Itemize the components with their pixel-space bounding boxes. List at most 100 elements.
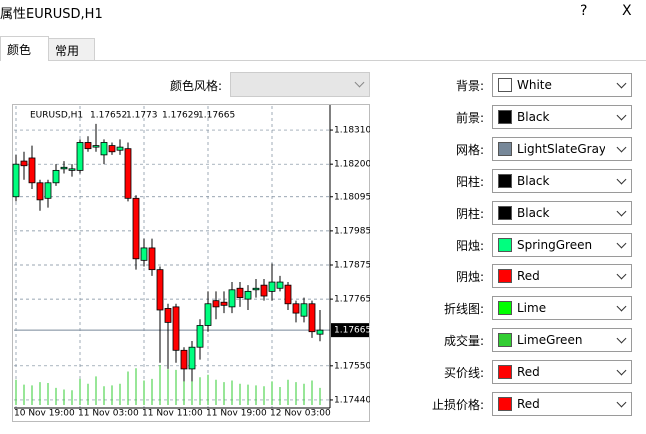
color-combo[interactable]: Red xyxy=(492,392,632,416)
x-tick-label: 11 Nov 03:00 xyxy=(78,409,139,419)
candle-body xyxy=(132,197,140,260)
candle-body xyxy=(12,163,20,198)
color-combo[interactable]: SpringGreen xyxy=(492,232,632,257)
tab-label: 颜色 xyxy=(7,43,32,57)
color-combo[interactable]: Red xyxy=(492,360,632,385)
color-combo[interactable]: Red xyxy=(492,264,632,289)
candle-body xyxy=(268,281,276,292)
setting-label: 阳柱: xyxy=(455,174,484,189)
color-combo[interactable]: Lime xyxy=(492,296,632,321)
last-price-box xyxy=(331,323,369,338)
style-label: 颜色风格: xyxy=(170,79,223,93)
candle-body xyxy=(116,146,124,151)
candle-body xyxy=(124,148,132,199)
color-swatch xyxy=(498,141,512,156)
candle-body xyxy=(212,300,220,308)
tab-active[interactable]: 颜色 xyxy=(0,36,49,61)
color-name: White xyxy=(517,78,552,92)
candle-body xyxy=(196,325,204,348)
candle-body xyxy=(52,169,60,184)
candle-body xyxy=(284,284,292,305)
color-swatch xyxy=(498,301,512,316)
candle-body xyxy=(316,329,324,335)
dropdown-arrow xyxy=(616,142,627,153)
candle-body xyxy=(276,281,284,289)
preview-chart: 1.18310 1.18200 1.18095 1.17985 1.17875 1.177… xyxy=(12,105,370,421)
candle-body xyxy=(156,269,164,311)
y-tick-label: 1.17550 xyxy=(334,361,370,371)
y-tick-label: 1.17765 xyxy=(334,295,370,305)
help-button[interactable]: ? xyxy=(580,3,588,19)
candle-body xyxy=(140,247,148,261)
dropdown-arrow xyxy=(616,365,627,376)
candle-body xyxy=(108,145,116,153)
color-name: Black xyxy=(517,205,550,220)
candle-body xyxy=(236,287,244,298)
color-combo[interactable]: LightSlateGray xyxy=(492,136,632,161)
color-swatch xyxy=(498,269,512,284)
color-name: LimeGreen xyxy=(517,333,583,348)
color-combo[interactable]: White xyxy=(492,73,632,97)
candle-body xyxy=(44,182,52,199)
color-swatch xyxy=(498,78,512,92)
candle-body xyxy=(172,306,180,351)
color-name: Red xyxy=(517,269,540,284)
color-name: Red xyxy=(517,397,540,411)
y-tick-label: 1.17440 xyxy=(334,395,370,405)
ohlc-value: 1.17665 xyxy=(198,111,235,121)
setting-label: 网格: xyxy=(455,142,484,157)
setting-label: 阴烛: xyxy=(455,270,484,285)
setting-label: 前景: xyxy=(455,110,484,125)
chart-background xyxy=(13,105,369,421)
color-swatch xyxy=(498,109,512,124)
candle-body xyxy=(76,142,84,171)
color-combo[interactable]: Black xyxy=(492,200,632,225)
setting-label: 买价线: xyxy=(443,366,484,381)
ohlc-value: 1.17629 xyxy=(162,111,199,121)
setting-label: 止损价格: xyxy=(431,398,484,412)
candle-body xyxy=(92,145,100,148)
color-swatch xyxy=(498,333,512,348)
candle-body xyxy=(300,303,308,317)
ohlc-value: 1.17652 xyxy=(90,111,127,121)
dropdown-arrow xyxy=(616,110,627,121)
window-title: 属性EURUSD,H1 xyxy=(0,7,103,22)
candle-body xyxy=(188,346,196,370)
close-button[interactable]: X xyxy=(622,3,632,19)
candle-body xyxy=(252,287,260,291)
setting-label: 背景: xyxy=(455,79,484,93)
candle-body xyxy=(180,349,188,370)
setting-label: 折线图: xyxy=(443,302,484,317)
color-swatch xyxy=(498,365,512,380)
last-price-label: 1.17665 xyxy=(334,326,370,336)
dropdown-arrow xyxy=(616,301,627,312)
color-swatch xyxy=(498,173,512,188)
y-tick-label: 1.18310 xyxy=(334,126,370,136)
color-combo[interactable]: LimeGreen xyxy=(492,328,632,353)
chart-symbol: EURUSD,H1 xyxy=(30,111,83,121)
tab[interactable]: 常用 xyxy=(48,38,95,61)
candle-body xyxy=(100,142,108,156)
candle-body xyxy=(28,157,36,184)
dropdown-arrow xyxy=(616,238,627,248)
candle-body xyxy=(308,303,316,333)
x-tick-label: 11 Nov 11:00 xyxy=(142,409,203,419)
candle-body xyxy=(36,182,44,201)
style-combo[interactable] xyxy=(230,72,370,97)
color-swatch xyxy=(498,205,512,220)
dropdown-arrow xyxy=(616,174,627,185)
candle-body xyxy=(84,142,92,150)
color-name: Lime xyxy=(517,301,547,316)
x-tick-label: 12 Nov 03:00 xyxy=(270,409,331,419)
candle-body xyxy=(244,290,252,300)
candle-body xyxy=(148,247,156,271)
y-tick-label: 1.17875 xyxy=(334,260,370,270)
color-swatch xyxy=(498,397,512,411)
dropdown-arrow xyxy=(616,397,627,408)
color-combo[interactable]: Black xyxy=(492,104,632,129)
setting-label: 阳烛: xyxy=(455,238,484,253)
color-name: LightSlateGray xyxy=(517,141,605,156)
candle-body xyxy=(220,301,228,306)
color-combo[interactable]: Black xyxy=(492,168,632,193)
